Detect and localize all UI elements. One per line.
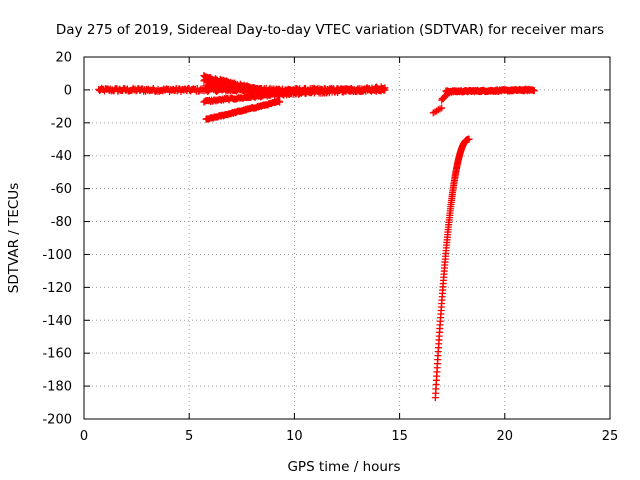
x-tick-label: 15 — [391, 429, 408, 444]
axis-ticks: 0 5 10 15 20 25-200-180-160-140-120-100-80-60… — [42, 51, 618, 445]
data-point-late-flat — [445, 89, 453, 97]
y-tick-label: -100 — [42, 248, 72, 263]
data-point-late-flat — [446, 87, 454, 95]
grid-lines — [84, 57, 610, 419]
y-axis-label: SDTVAR / TECUs — [6, 183, 22, 293]
y-tick-label: -40 — [51, 149, 72, 164]
x-tick-label: 5 — [185, 429, 193, 444]
chart-title: Day 275 of 2019, Sidereal Day-to-day VTE… — [56, 22, 604, 38]
data-point-mid-hump — [381, 84, 389, 92]
y-tick-label: -200 — [42, 413, 72, 428]
data-points — [95, 72, 538, 402]
x-tick-label: 10 — [286, 429, 303, 444]
y-tick-label: -20 — [51, 116, 72, 131]
y-tick-label: -120 — [42, 281, 72, 296]
y-tick-label: -160 — [42, 347, 72, 362]
data-point-mid-hump — [380, 85, 388, 93]
data-point-fan-lower — [276, 98, 284, 106]
data-point-late-flat — [436, 105, 444, 113]
data-point-late-flat — [530, 87, 538, 95]
y-tick-label: -140 — [42, 314, 72, 329]
x-tick-label: 20 — [497, 429, 514, 444]
plot-frame — [83, 56, 611, 420]
y-tick-label: -60 — [51, 182, 72, 197]
x-tick-label: 25 — [602, 429, 619, 444]
y-tick-label: 0 — [64, 83, 72, 98]
x-tick-label: 0 — [80, 429, 88, 444]
y-tick-label: -80 — [51, 215, 72, 230]
y-tick-label: 20 — [55, 51, 72, 66]
x-axis-label: GPS time / hours — [287, 459, 400, 475]
data-point-late-flat — [434, 106, 442, 114]
data-point-steep-drop — [465, 135, 473, 143]
data-point-fan-lower — [275, 97, 283, 105]
y-tick-label: -180 — [42, 380, 72, 395]
data-point-late-flat — [438, 104, 446, 112]
